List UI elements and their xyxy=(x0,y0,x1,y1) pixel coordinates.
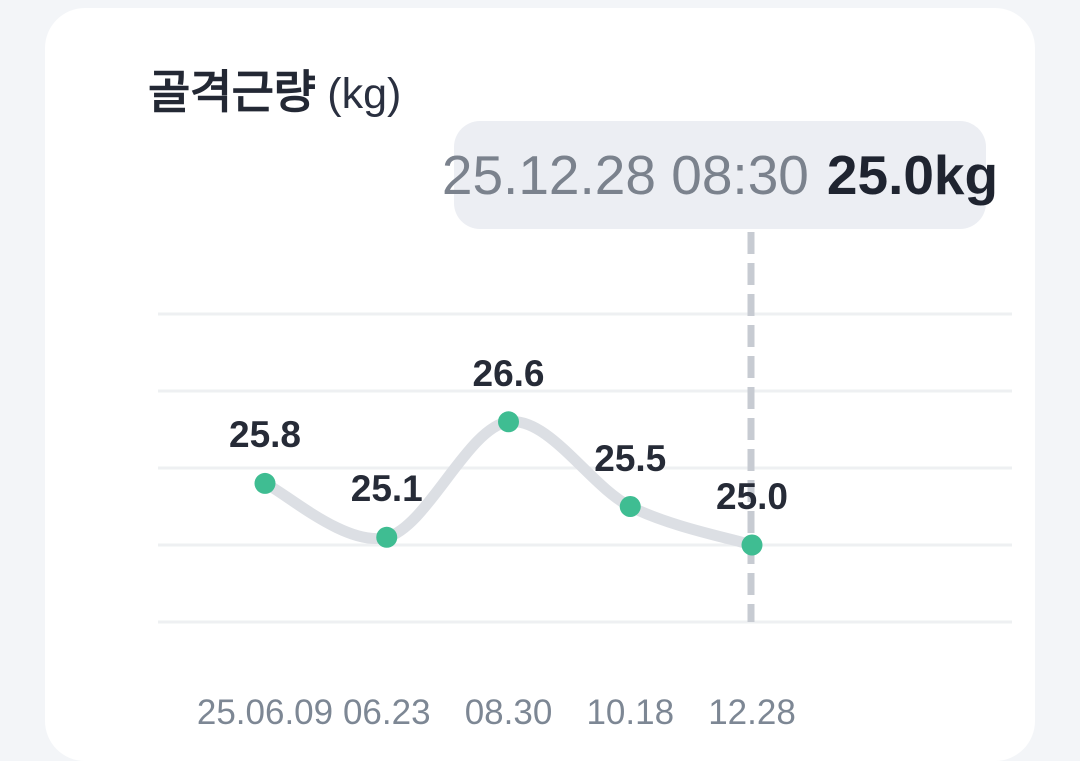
tooltip-value: 25.0kg xyxy=(826,144,999,206)
data-point[interactable] xyxy=(741,534,763,556)
muscle-mass-chart[interactable] xyxy=(45,8,1080,761)
x-axis-tick-label: 06.23 xyxy=(342,693,431,732)
point-value-label: 25.1 xyxy=(350,468,423,510)
title-unit: (kg) xyxy=(327,70,402,118)
point-value-label: 26.6 xyxy=(472,352,545,394)
data-point[interactable] xyxy=(498,411,519,433)
x-axis-tick-label: 25.06.09 xyxy=(196,693,334,732)
x-axis-tick-label: 08.30 xyxy=(464,693,553,732)
point-value-label: 25.0 xyxy=(715,476,789,517)
data-point[interactable] xyxy=(376,526,398,548)
point-value-label: 25.8 xyxy=(228,414,302,456)
series-line xyxy=(259,416,758,551)
point-value-label: 25.5 xyxy=(594,437,667,479)
data-point[interactable] xyxy=(254,472,276,494)
tooltip: 25.12.28 08:30 25.0kg xyxy=(442,121,998,229)
tooltip-datetime: 25.12.28 08:30 xyxy=(441,144,809,206)
x-axis-tick-label: 12.28 xyxy=(708,693,796,732)
data-points xyxy=(254,411,763,556)
page-title: 골격근량 (kg) xyxy=(148,56,401,122)
x-axis-tick-label: 10.18 xyxy=(586,693,675,732)
title-text: 골격근량 xyxy=(148,66,316,118)
muscle-mass-card: 골격근량 (kg) 25.12.28 08:30 25.0kg 25.8 25.1 2… xyxy=(45,8,1035,761)
data-point[interactable] xyxy=(619,496,641,517)
